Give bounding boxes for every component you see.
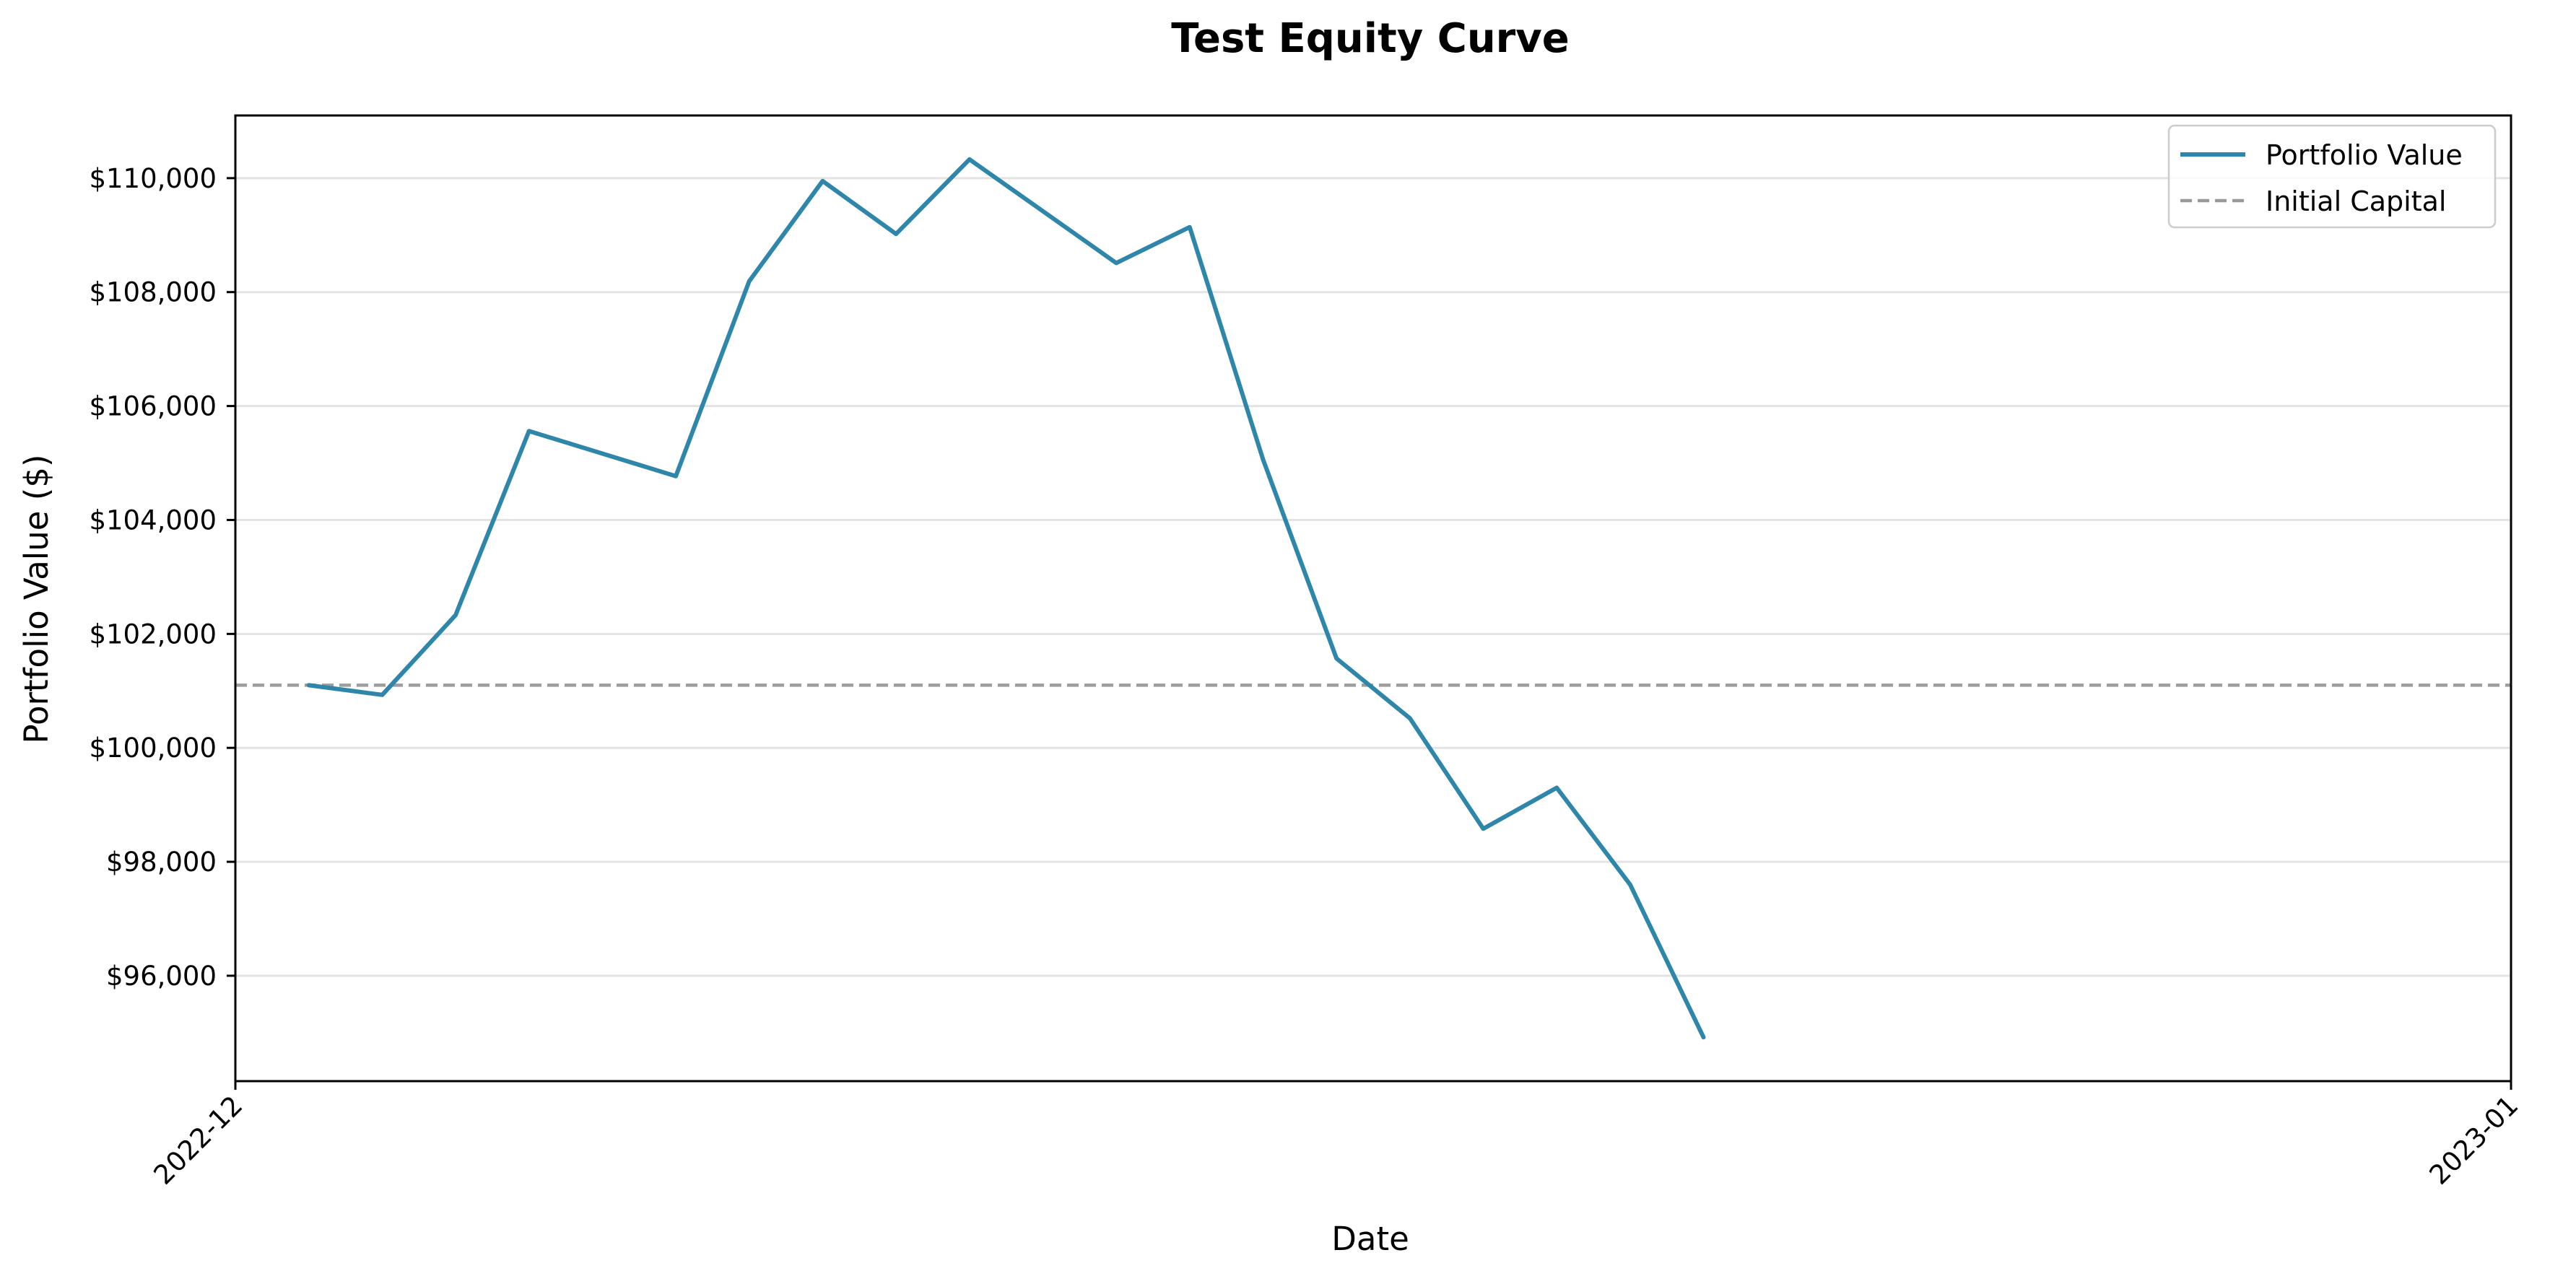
y-tick-label: $104,000 bbox=[89, 504, 217, 536]
y-tick-label: $110,000 bbox=[89, 163, 217, 194]
portfolio-value-line bbox=[306, 157, 1706, 1040]
y-tick-label: $102,000 bbox=[89, 619, 217, 650]
legend-label-portfolio-value: Portfolio Value bbox=[2266, 139, 2463, 171]
legend-box bbox=[2167, 124, 2497, 229]
chart-title: Test Equity Curve bbox=[1171, 15, 1570, 62]
x-axis-label: Date bbox=[1331, 1220, 1409, 1258]
plot-frame bbox=[234, 114, 2512, 1083]
y-tick-label: $108,000 bbox=[89, 277, 217, 308]
legend: Portfolio Value Initial Capital bbox=[2167, 124, 2497, 229]
y-axis-label: Portfolio Value ($) bbox=[17, 454, 56, 743]
y-tick-label: $106,000 bbox=[89, 391, 217, 422]
y-tick-label: $96,000 bbox=[106, 961, 217, 992]
y-tick-label: $100,000 bbox=[89, 733, 217, 764]
legend-label-initial-capital: Initial Capital bbox=[2266, 185, 2446, 217]
portfolio-value-line-group bbox=[306, 157, 1706, 1040]
y-tick-label: $98,000 bbox=[106, 847, 217, 878]
y-axis-ticks: $96,000 $98,000 $100,000 $102,000 $104,000 $1… bbox=[89, 163, 235, 992]
grid-lines bbox=[235, 177, 2511, 977]
